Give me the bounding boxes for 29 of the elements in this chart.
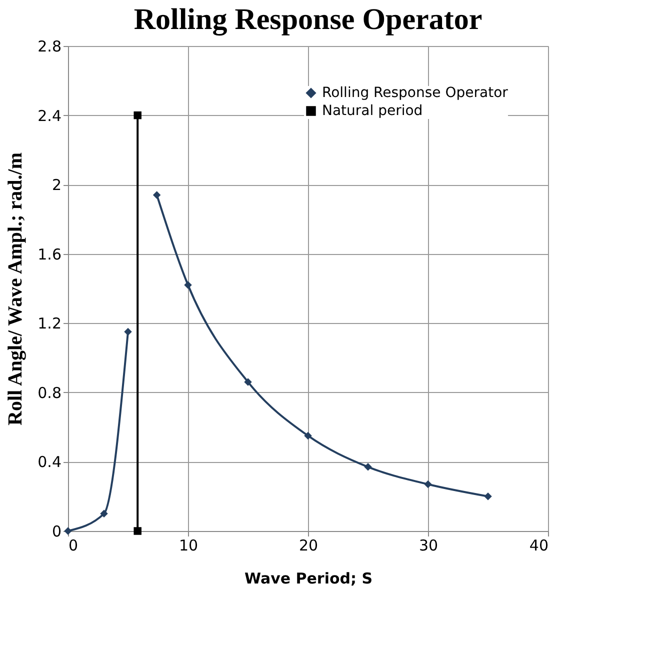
y-tick-label: 0.8 — [38, 384, 62, 402]
y-tick-label: 1.6 — [38, 245, 62, 264]
point — [304, 432, 312, 440]
y-axis-title: Roll Angle/ Wave Ampl.; rad./m — [4, 152, 27, 426]
point — [124, 328, 132, 336]
point — [364, 463, 372, 471]
y-tick-label: 0.4 — [38, 453, 62, 472]
x-tick-label: 30 — [418, 536, 438, 554]
point — [484, 492, 492, 500]
legend-label: Natural period — [322, 103, 423, 119]
x-tick-label: 10 — [178, 536, 198, 554]
y-tick-label: 2 — [52, 176, 62, 194]
x-axis-title: Wave Period; S — [244, 570, 373, 588]
point — [134, 527, 142, 535]
point — [244, 378, 252, 386]
point — [134, 111, 142, 120]
point — [152, 191, 161, 199]
point — [184, 281, 192, 289]
legend-label: Rolling Response Operator — [322, 85, 508, 101]
chart-title: Rolling Response Operator — [134, 3, 482, 36]
x-tick-label: 0 — [68, 536, 78, 554]
point — [424, 480, 432, 488]
y-tick-label: 0 — [52, 522, 62, 540]
y-tick-label: 1.2 — [38, 314, 62, 333]
y-tick-label: 2.8 — [38, 38, 62, 56]
x-tick-label: 20 — [298, 536, 318, 554]
x-tick-label: 40 — [529, 536, 548, 554]
y-tick-label: 2.4 — [38, 106, 62, 125]
point — [100, 510, 108, 518]
